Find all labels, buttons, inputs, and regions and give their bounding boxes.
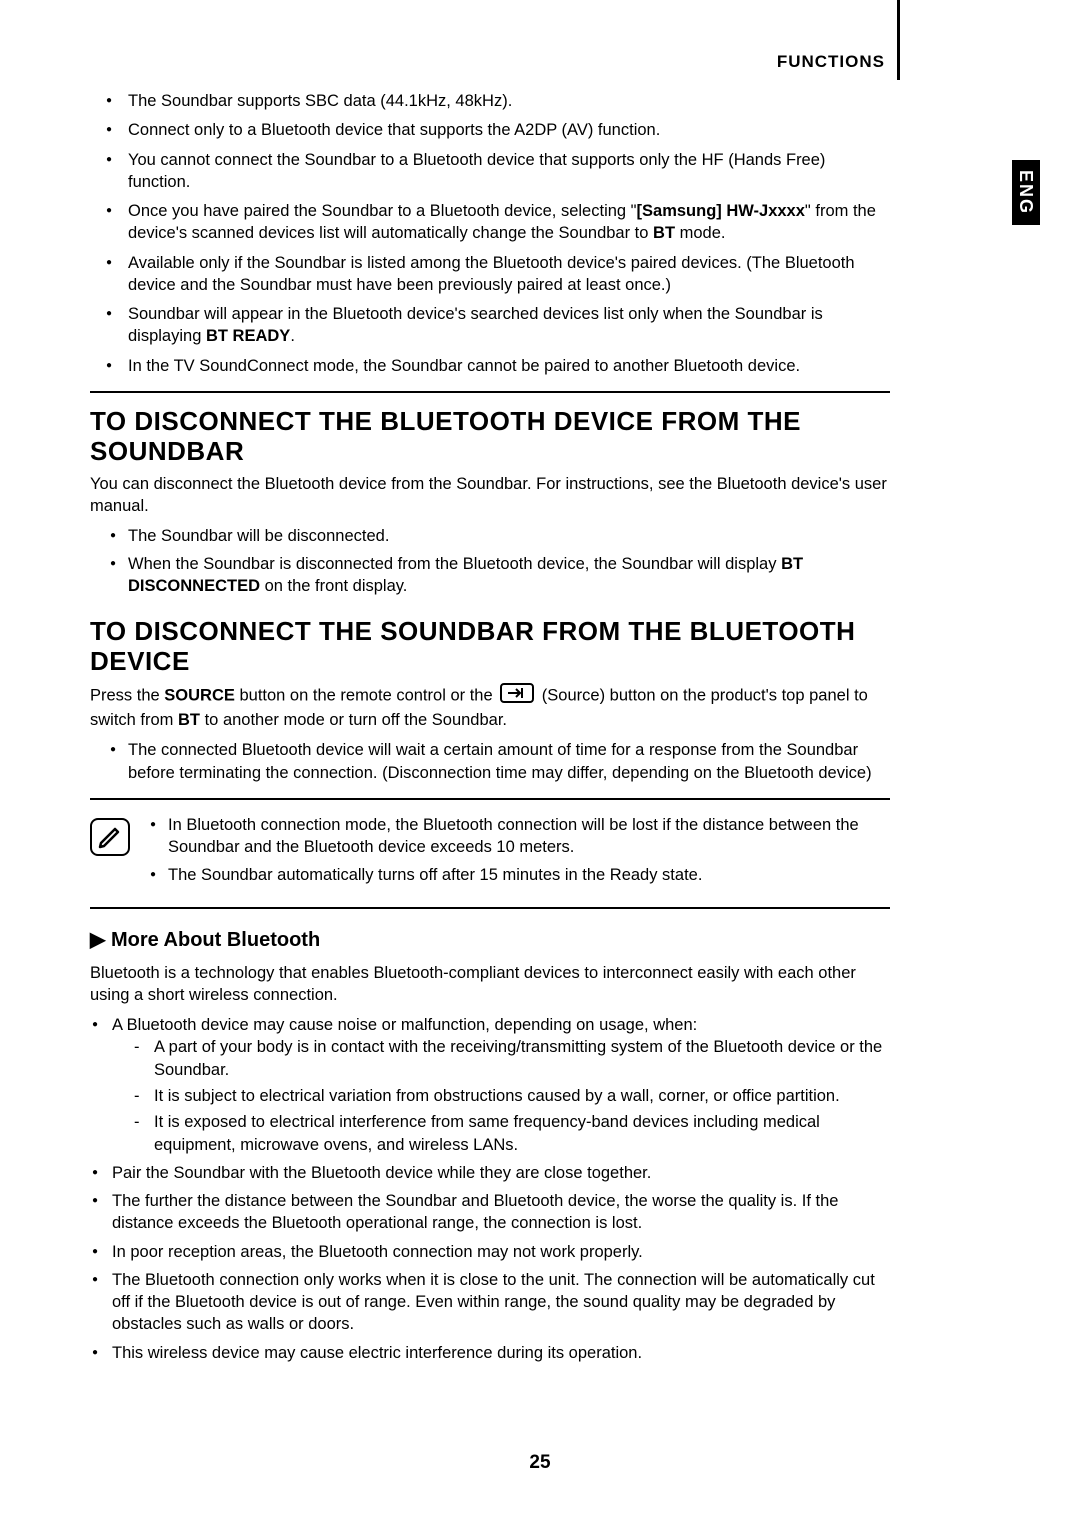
list-item: The Bluetooth connection only works when… xyxy=(90,1269,890,1336)
list-item: The Soundbar will be disconnected. xyxy=(110,525,890,547)
sub-bullet-list: A part of your body is in contact with t… xyxy=(112,1036,890,1155)
section-title: TO DISCONNECT THE SOUNDBAR FROM THE BLUE… xyxy=(90,617,890,677)
language-tab: ENG xyxy=(1012,160,1040,225)
notes-list: The Soundbar supports SBC data (44.1kHz,… xyxy=(90,90,890,377)
subsection-heading: ▶ More About Bluetooth xyxy=(90,927,890,954)
note-list: In Bluetooth connection mode, the Blueto… xyxy=(148,814,890,893)
list-item: The Soundbar supports SBC data (44.1kHz,… xyxy=(128,90,890,112)
divider xyxy=(90,907,890,909)
list-item: It is exposed to electrical interference… xyxy=(154,1111,890,1156)
section-title: TO DISCONNECT THE BLUETOOTH DEVICE FROM … xyxy=(90,407,890,467)
list-item: A part of your body is in contact with t… xyxy=(154,1036,890,1081)
list-item: In Bluetooth connection mode, the Blueto… xyxy=(148,814,890,859)
divider xyxy=(90,391,890,393)
list-item: You cannot connect the Soundbar to a Blu… xyxy=(128,149,890,194)
pencil-note-icon xyxy=(90,818,130,856)
bullet-list: The connected Bluetooth device will wait… xyxy=(90,739,890,784)
source-icon xyxy=(500,683,534,709)
list-item: The Soundbar automatically turns off aft… xyxy=(148,864,890,886)
body-text: Press the SOURCE button on the remote co… xyxy=(90,683,890,732)
page-number: 25 xyxy=(0,1452,1080,1474)
list-item: Pair the Soundbar with the Bluetooth dev… xyxy=(90,1162,890,1184)
list-item: When the Soundbar is disconnected from t… xyxy=(110,553,890,598)
body-text: Bluetooth is a technology that enables B… xyxy=(90,962,890,1007)
list-item: In the TV SoundConnect mode, the Soundba… xyxy=(128,355,890,377)
list-item: Connect only to a Bluetooth device that … xyxy=(128,119,890,141)
bullet-list: The Soundbar will be disconnected. When … xyxy=(90,525,890,597)
list-item: This wireless device may cause electric … xyxy=(90,1342,890,1364)
body-text: You can disconnect the Bluetooth device … xyxy=(90,473,890,518)
divider xyxy=(90,798,890,800)
header-divider xyxy=(897,0,900,80)
list-item: The further the distance between the Sou… xyxy=(90,1190,890,1235)
list-item: The connected Bluetooth device will wait… xyxy=(110,739,890,784)
list-item: A Bluetooth device may cause noise or ma… xyxy=(90,1014,890,1156)
list-item: In poor reception areas, the Bluetooth c… xyxy=(90,1241,890,1263)
list-item: It is subject to electrical variation fr… xyxy=(154,1085,890,1107)
list-item: Available only if the Soundbar is listed… xyxy=(128,252,890,297)
list-item: Once you have paired the Soundbar to a B… xyxy=(128,200,890,245)
note-callout: In Bluetooth connection mode, the Blueto… xyxy=(90,814,890,893)
section-header: FUNCTIONS xyxy=(777,52,885,72)
list-item: Soundbar will appear in the Bluetooth de… xyxy=(128,303,890,348)
bullet-list: A Bluetooth device may cause noise or ma… xyxy=(90,1014,890,1364)
